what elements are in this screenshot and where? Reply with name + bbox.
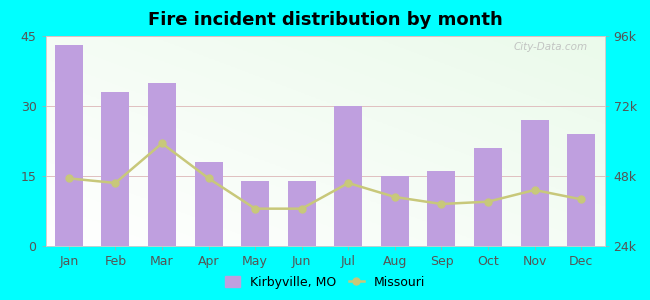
Text: City-Data.com: City-Data.com (514, 42, 588, 52)
Bar (334, 106, 362, 246)
Bar (148, 83, 176, 246)
Bar (474, 148, 502, 246)
Bar (55, 45, 83, 246)
Bar (428, 171, 456, 246)
Bar (288, 181, 316, 246)
Title: Fire incident distribution by month: Fire incident distribution by month (148, 11, 502, 29)
Legend: Kirbyville, MO, Missouri: Kirbyville, MO, Missouri (220, 271, 430, 294)
Bar (101, 92, 129, 246)
Bar (381, 176, 409, 246)
Bar (521, 120, 549, 246)
Bar (567, 134, 595, 246)
Bar (241, 181, 269, 246)
Bar (194, 162, 222, 246)
